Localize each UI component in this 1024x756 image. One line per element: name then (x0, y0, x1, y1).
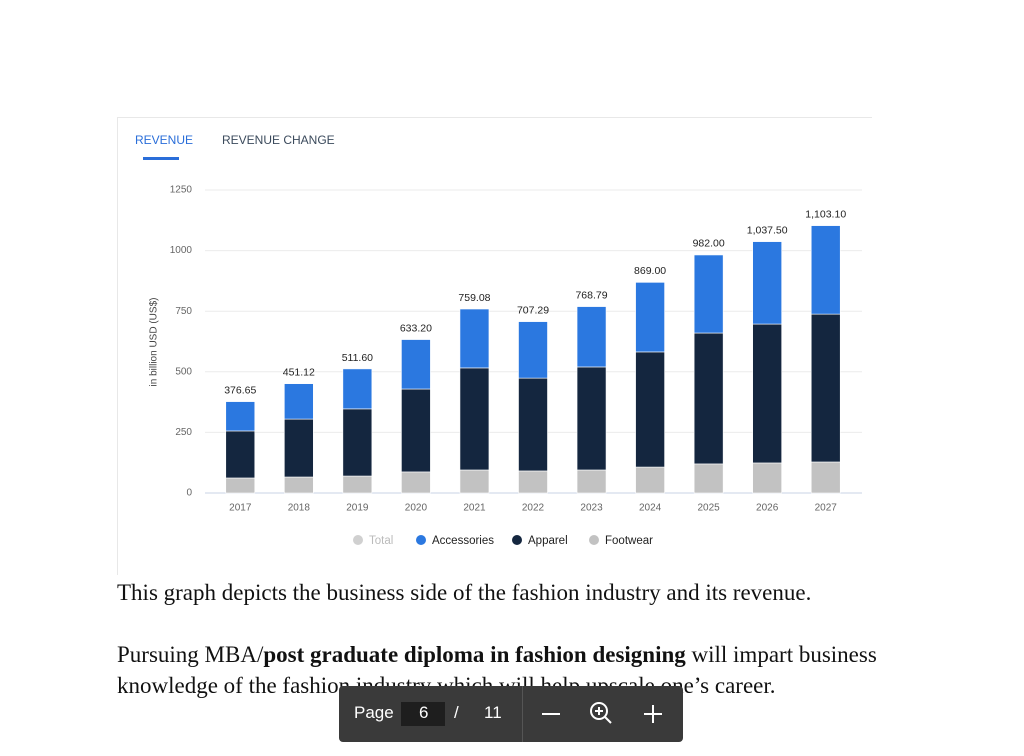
bar-segment (342, 408, 373, 477)
total-label: 1,037.50 (747, 224, 788, 236)
bar-segment (576, 306, 607, 368)
bar-segment (401, 471, 431, 494)
bar-segment (401, 339, 431, 390)
bar-segment (342, 368, 373, 410)
total-label: 768.79 (575, 289, 607, 301)
bar-segment (518, 470, 548, 494)
bar-segment (342, 475, 373, 494)
tab-indicator (143, 157, 179, 160)
bar-segment (693, 463, 724, 494)
x-tick-label: 2019 (346, 503, 369, 514)
page-separator: / (454, 703, 459, 722)
legend-marker (512, 535, 522, 545)
x-tick-label: 2020 (405, 503, 428, 514)
x-tick-label: 2027 (815, 503, 838, 514)
total-label: 759.08 (458, 292, 490, 304)
bar-segment (225, 477, 256, 494)
total-pages: 11 (484, 703, 502, 722)
bar-segment (284, 476, 314, 494)
legend-label: Accessories (432, 535, 494, 547)
x-tick-label: 2025 (698, 503, 721, 514)
total-label: 511.60 (342, 352, 373, 364)
x-tick-label: 2023 (580, 503, 603, 514)
legend-marker (589, 535, 599, 545)
current-page[interactable]: 6 (419, 703, 429, 722)
x-tick-label: 2026 (756, 503, 779, 514)
x-tick-label: 2021 (463, 503, 486, 514)
y-axis-label: in billion USD (US$) (149, 298, 160, 387)
bar-segment (576, 469, 607, 494)
bar-segment (752, 323, 782, 464)
legend-marker (416, 535, 426, 545)
bar-segment (693, 254, 724, 334)
bar-segment (284, 418, 314, 478)
total-label: 451.12 (283, 366, 315, 378)
bar-segment (225, 401, 256, 432)
y-tick-label: 750 (175, 306, 192, 317)
x-tick-label: 2024 (639, 503, 662, 514)
bar-segment (635, 466, 665, 494)
bar-segment (635, 282, 665, 353)
legend-label: Apparel (528, 535, 568, 547)
total-label: 1,103.10 (805, 208, 846, 220)
bar-segment (459, 308, 490, 369)
bar-segment (752, 462, 782, 494)
divider (522, 686, 523, 742)
total-label: 633.20 (400, 322, 432, 334)
bar-segment (635, 351, 665, 468)
bar-segment (576, 366, 607, 471)
page-input[interactable] (401, 702, 445, 726)
bar-segment (518, 377, 548, 472)
x-tick-label: 2018 (288, 503, 311, 514)
tab[interactable]: REVENUE CHANGE (222, 133, 335, 147)
y-tick-label: 1000 (170, 245, 193, 256)
bar-segment (459, 469, 490, 494)
tab[interactable]: REVENUE (135, 133, 193, 147)
legend-marker (353, 535, 363, 545)
bar-segment (810, 225, 841, 315)
bar-segment (225, 430, 256, 479)
legend-label: Footwear (605, 535, 653, 547)
total-label: 707.29 (517, 304, 549, 316)
bar-segment (810, 461, 841, 494)
bar-segment (459, 367, 490, 471)
paragraph: Pursuing MBA/post graduate diploma in fa… (117, 639, 917, 701)
y-tick-label: 1250 (170, 185, 193, 196)
bold-text: post graduate diploma in fashion designi… (263, 642, 686, 667)
text: Pursuing MBA/ (117, 642, 264, 667)
zoom-in[interactable] (644, 705, 662, 723)
zoom-reset[interactable] (590, 702, 612, 724)
total-label: 982.00 (693, 238, 725, 250)
total-label: 376.65 (224, 384, 256, 396)
total-label: 869.00 (634, 265, 666, 277)
zoom-controls (542, 702, 662, 724)
pdf-toolbar: Page 6 / 11 (339, 686, 683, 742)
paragraph: This graph depicts the business side of … (117, 580, 812, 605)
page-label: Page (354, 703, 394, 722)
bar-segment (518, 321, 548, 379)
bar-segment (284, 383, 314, 420)
y-tick-label: 250 (175, 427, 192, 438)
bar-segment (810, 313, 841, 463)
legend-label: Total (369, 535, 393, 547)
bar-segment (693, 332, 724, 465)
y-tick-label: 500 (175, 366, 192, 377)
x-tick-label: 2017 (229, 503, 252, 514)
y-tick-label: 0 (186, 488, 192, 499)
x-tick-label: 2022 (522, 503, 545, 514)
bar-segment (401, 388, 431, 473)
bar-segment (752, 241, 782, 325)
